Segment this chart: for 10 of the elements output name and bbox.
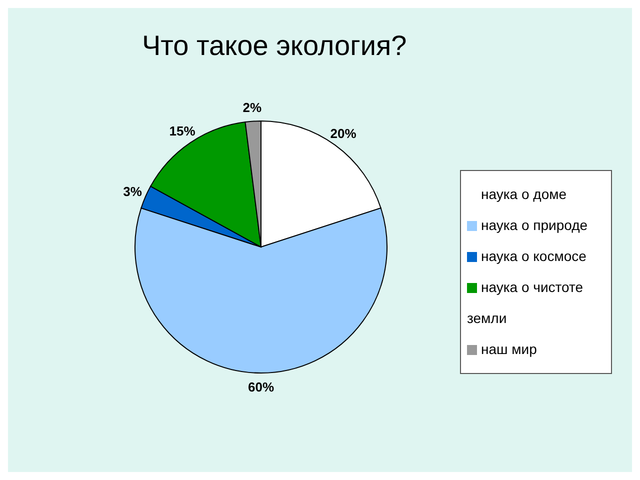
data-label: 2% bbox=[242, 100, 262, 115]
data-label: 3% bbox=[123, 184, 142, 199]
chart-title: Что такое экология? bbox=[141, 29, 408, 63]
data-label: 15% bbox=[169, 124, 196, 139]
legend-label: наш мир bbox=[481, 341, 537, 357]
slice-label: наука о доме bbox=[481, 186, 567, 202]
legend-label: наука о космосе bbox=[481, 248, 586, 264]
data-label: 20% bbox=[330, 126, 357, 142]
legend-label: наука о природе bbox=[481, 217, 588, 233]
data-label: 60% bbox=[248, 380, 274, 394]
